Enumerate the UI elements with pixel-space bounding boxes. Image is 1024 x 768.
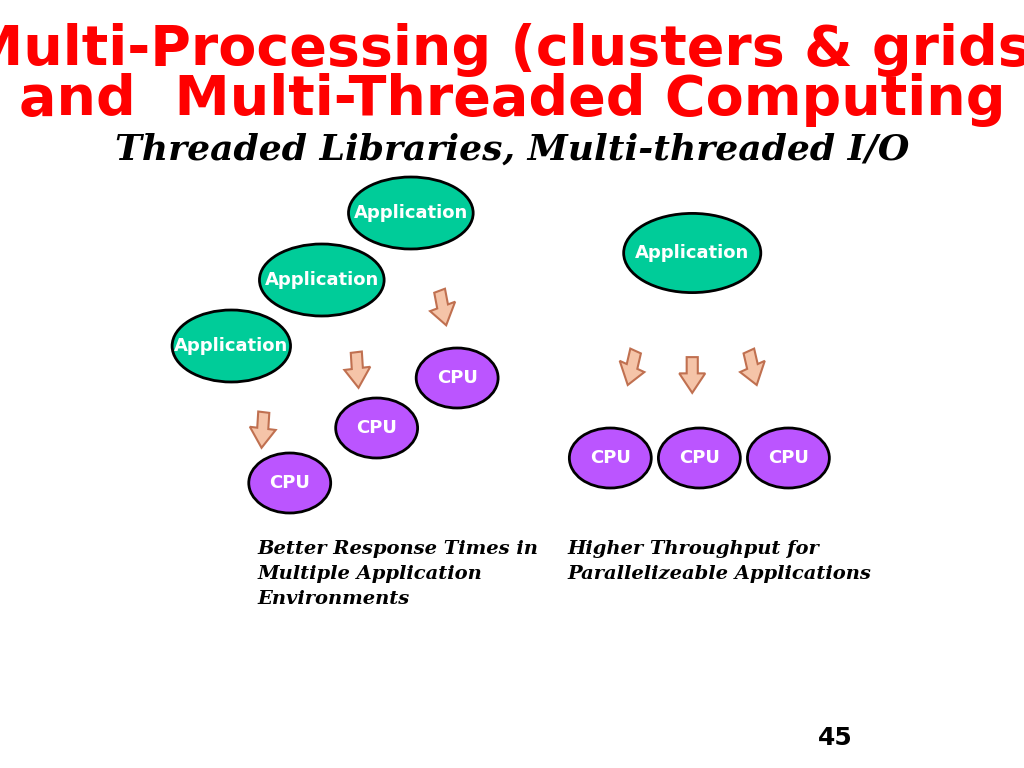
Ellipse shape <box>416 348 498 408</box>
Ellipse shape <box>336 398 418 458</box>
Text: CPU: CPU <box>590 449 631 467</box>
Text: Application: Application <box>635 244 750 262</box>
Polygon shape <box>430 289 455 326</box>
Ellipse shape <box>624 214 761 293</box>
Ellipse shape <box>658 428 740 488</box>
Text: CPU: CPU <box>436 369 477 387</box>
Text: CPU: CPU <box>768 449 809 467</box>
Ellipse shape <box>172 310 291 382</box>
Polygon shape <box>250 412 275 448</box>
Text: Application: Application <box>264 271 379 289</box>
Text: CPU: CPU <box>356 419 397 437</box>
Text: Application: Application <box>174 337 289 355</box>
Polygon shape <box>344 352 371 388</box>
Text: and  Multi-Threaded Computing: and Multi-Threaded Computing <box>18 73 1006 127</box>
Ellipse shape <box>348 177 473 249</box>
Polygon shape <box>740 349 765 385</box>
Ellipse shape <box>569 428 651 488</box>
Ellipse shape <box>259 244 384 316</box>
Text: CPU: CPU <box>269 474 310 492</box>
Polygon shape <box>679 357 706 393</box>
Text: CPU: CPU <box>679 449 720 467</box>
Text: Application: Application <box>353 204 468 222</box>
Text: Multi-Processing (clusters & grids): Multi-Processing (clusters & grids) <box>0 23 1024 77</box>
Ellipse shape <box>748 428 829 488</box>
Text: Higher Throughput for
Parallelizeable Applications: Higher Throughput for Parallelizeable Ap… <box>567 540 871 583</box>
Text: Threaded Libraries, Multi-threaded I/O: Threaded Libraries, Multi-threaded I/O <box>115 133 909 167</box>
Text: Better Response Times in
Multiple Application
Environments: Better Response Times in Multiple Applic… <box>258 540 539 608</box>
Ellipse shape <box>249 453 331 513</box>
Polygon shape <box>620 349 644 385</box>
Text: 45: 45 <box>818 726 853 750</box>
